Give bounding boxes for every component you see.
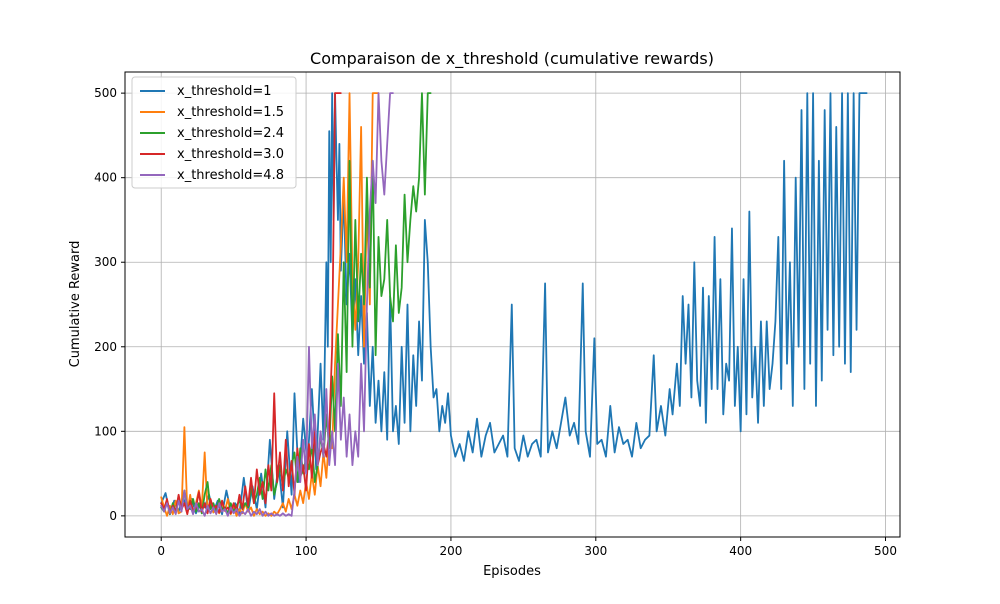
x-tick-label: 400 xyxy=(729,544,752,558)
plot-frame xyxy=(124,71,901,538)
y-tick-label: 500 xyxy=(94,86,117,100)
x-tick-label: 500 xyxy=(874,544,897,558)
y-tick-label: 400 xyxy=(94,171,117,185)
x-tick-label: 0 xyxy=(157,544,165,558)
x-tick-label: 100 xyxy=(295,544,318,558)
y-axis-label: Cumulative Reward xyxy=(68,241,83,368)
legend-label-x-threshold-2-4: x_threshold=2.4 xyxy=(177,126,284,141)
y-tick-label: 300 xyxy=(94,255,117,269)
y-tick-label: 200 xyxy=(94,340,117,354)
y-axis-ticks: 0 100 200 300 400 500 xyxy=(94,86,125,523)
x-axis-ticks: 0 100 200 300 400 500 xyxy=(157,537,897,558)
legend-label-x-threshold-3-0: x_threshold=3.0 xyxy=(177,147,284,162)
grid-lines xyxy=(125,72,900,537)
x-axis-label: Episodes xyxy=(483,564,541,579)
legend-label-x-threshold-4-8: x_threshold=4.8 xyxy=(177,168,284,183)
series-line-0 xyxy=(160,92,868,516)
y-tick-label: 0 xyxy=(109,509,117,523)
legend-box xyxy=(131,76,297,189)
legend: x_threshold=1 x_threshold=1.5 x_threshol… xyxy=(131,76,297,189)
plot-lines xyxy=(160,92,868,517)
chart-title: Comparaison de x_threshold (cumulative r… xyxy=(310,49,714,69)
legend-label-x-threshold-1: x_threshold=1 xyxy=(177,84,272,99)
series-line-4 xyxy=(160,92,394,517)
x-tick-label: 200 xyxy=(439,544,462,558)
y-tick-label: 100 xyxy=(94,424,117,438)
x-tick-label: 300 xyxy=(584,544,607,558)
legend-label-x-threshold-1-5: x_threshold=1.5 xyxy=(177,105,284,120)
series-line-3 xyxy=(160,92,342,516)
